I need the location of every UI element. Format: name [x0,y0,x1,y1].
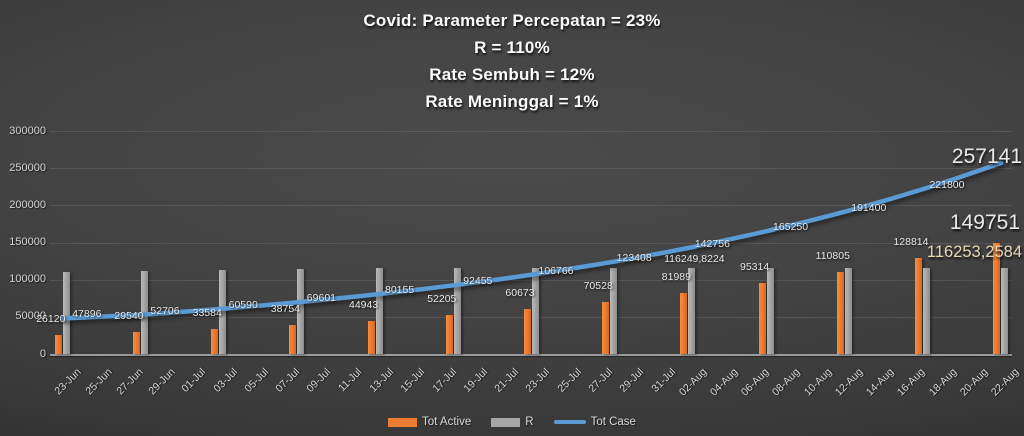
tot-active-bar [211,329,219,354]
tot-active-bar [54,334,62,354]
y-axis-label: 150000 [9,236,46,248]
tot-active-label: 33584 [192,307,222,320]
tot-active-bar [524,308,531,354]
y-axis-label: 300000 [9,124,46,137]
tot-active-label: 52205 [427,293,457,306]
gridline [50,131,1012,132]
r-bar [62,271,70,354]
chart-legend: Tot Active R Tot Case [0,411,1024,433]
r-bar [375,268,383,354]
tot-case-label: 257141 [951,145,1022,168]
tot-active-bar [680,293,688,354]
tot-active-label: 60673 [505,286,535,299]
tot-active-bar [133,332,141,354]
r-bar [297,268,305,354]
tot-case-swatch-icon [553,420,586,424]
y-axis-label: 50000 [15,310,46,323]
chart-title: Covid: Parameter Percepatan = 23% R = 11… [0,7,1024,115]
tot-case-label: 52706 [150,304,180,317]
r-bar [922,267,930,354]
r-swatch-icon [491,417,521,427]
tot-active-bar [445,315,453,354]
tot-case-label: 165250 [773,221,809,234]
tot-active-label: 110805 [815,249,850,262]
tot-active-label: 26120 [36,312,66,325]
y-axis-label: 250000 [9,161,46,174]
tot-active-label: 29540 [114,310,144,323]
r-bar [610,267,618,354]
r-label: 116253,2584 [926,243,1022,261]
legend-label-tot-active: Tot Active [422,416,472,428]
tot-active-bar [836,271,844,354]
chart-title-line-3: Rate Sembuh = 12% [429,65,595,84]
legend-label-r: R [525,416,534,428]
legend-item-r: R [491,416,534,428]
r-bar [532,267,539,354]
r-label: 116249,8224 [664,252,725,265]
tot-case-label: 142756 [694,237,730,250]
tot-case-label: 69601 [306,292,337,305]
tot-case-label: 123408 [616,252,652,265]
legend-item-tot-active: Tot Active [388,416,471,428]
tot-case-label: 221800 [929,179,965,192]
tot-active-label: 95314 [739,261,770,274]
tot-active-bar [758,283,766,354]
r-bar [844,267,852,354]
r-bar [1001,267,1009,354]
tot-case-label: 47896 [72,308,102,321]
gridline [50,279,1012,281]
y-axis-label: 200000 [9,198,46,211]
chart-title-line-2: R = 110% [474,38,550,57]
tot-active-swatch-icon [388,417,418,427]
gridline [50,205,1012,207]
tot-active-bar [602,301,610,354]
tot-active-label: 81989 [661,271,691,284]
tot-active-label: 128814 [893,236,929,249]
tot-active-bar [367,320,375,354]
chart-title-line-4: Rate Meninggal = 1% [425,92,599,111]
tot-active-label: 44943 [348,298,379,311]
tot-case-label: 191400 [851,201,887,214]
tot-case-label: 60590 [228,298,258,311]
r-bar [766,267,774,354]
gridline [50,242,1012,244]
gridline [50,316,1012,318]
tot-case-label: 106766 [538,264,574,277]
tot-active-label: 149751 [949,211,1020,234]
tot-case-line-path [60,160,1004,321]
r-bar [688,267,696,354]
tot-active-label: 38754 [270,303,301,316]
tot-active-label: 70528 [583,279,613,292]
gridline [50,168,1012,170]
legend-item-tot-case: Tot Case [553,416,636,428]
y-axis-label: 0 [39,347,46,360]
tot-case-label: 80155 [384,284,415,297]
chart-title-line-1: Covid: Parameter Percepatan = 23% [363,11,661,30]
tot-active-bar [289,325,297,354]
legend-label-tot-case: Tot Case [590,416,636,428]
x-axis-line [50,353,1012,356]
tot-active-bar [993,242,1001,354]
y-axis-label: 100000 [9,273,46,286]
r-bar [453,267,461,354]
tot-active-bar [914,258,922,354]
tot-case-label: 92455 [463,275,493,288]
r-bar [219,269,227,354]
